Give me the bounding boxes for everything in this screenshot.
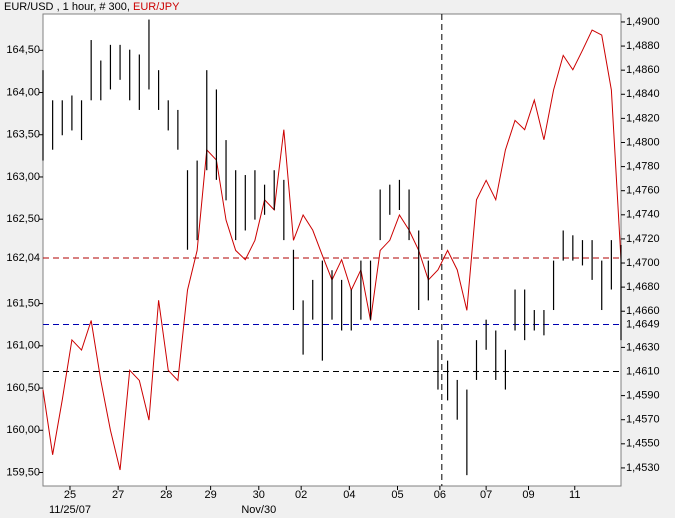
x-sublabel: Nov/30: [241, 504, 276, 516]
y2-tick-label: 1,4700: [626, 257, 660, 269]
x-tick-label: 30: [253, 489, 265, 501]
title-text: , 1 hour, # 300,: [54, 1, 134, 13]
reference-label-bg: [624, 365, 664, 378]
y2-tick-label: 1,4570: [626, 414, 660, 426]
y2-tick-label: 1,4760: [626, 185, 660, 197]
y2-tick-label: 1,4630: [626, 341, 660, 353]
x-tick-label: 07: [480, 489, 492, 501]
y-tick-label: 159,50: [6, 466, 40, 478]
x-tick-label: 25: [64, 489, 76, 501]
chart-title: EUR/USD , 1 hour, # 300, EUR/JPY: [4, 1, 180, 13]
y2-tick-label: 1,4550: [626, 438, 660, 450]
y2-tick-label: 1,4530: [626, 462, 660, 474]
y-tick-label: 163,50: [6, 129, 40, 141]
y-tick-label: 161,00: [6, 340, 40, 352]
reference-label-bg: [624, 318, 664, 331]
series-name: EUR/USD: [4, 1, 54, 13]
y2-tick-label: 1,4780: [626, 160, 660, 172]
y-tick-label: 160,00: [6, 424, 40, 436]
x-tick-label: 27: [112, 489, 124, 501]
y-tick-label: 160,50: [6, 382, 40, 394]
y2-tick-label: 1,4680: [626, 281, 660, 293]
x-tick-label: 29: [204, 489, 216, 501]
x-tick-label: 06: [434, 489, 446, 501]
y2-tick-label: 1,4660: [626, 305, 660, 317]
y2-tick-label: 1,4800: [626, 136, 660, 148]
reference-label: 1,4610: [626, 365, 660, 377]
y-tick-label: 163,00: [6, 171, 40, 183]
y-tick-label: 162,50: [6, 213, 40, 225]
x-tick-label: 28: [160, 489, 172, 501]
y-tick-label: 164,00: [6, 86, 40, 98]
x-sublabel: 11/25/07: [49, 504, 91, 516]
x-tick-label: 04: [343, 489, 355, 501]
y2-tick-label: 1,4860: [626, 64, 660, 76]
legend-entry: EUR/JPY: [133, 1, 180, 13]
y2-tick-label: 1,4880: [626, 40, 660, 52]
y2-tick-label: 1,4720: [626, 233, 660, 245]
y2-tick-label: 1,4900: [626, 16, 660, 28]
y2-tick-label: 1,4820: [626, 112, 660, 124]
x-tick-label: 09: [522, 489, 534, 501]
reference-label-bg: [2, 252, 42, 265]
y-tick-label: 161,50: [6, 298, 40, 310]
reference-label: 1,4649: [626, 318, 660, 330]
y-tick-label: 164,50: [6, 44, 40, 56]
y2-tick-label: 1,4590: [626, 390, 660, 402]
reference-label: 162,04: [6, 252, 40, 264]
x-tick-label: 05: [391, 489, 403, 501]
x-tick-label: 02: [295, 489, 307, 501]
x-tick-label: 11: [569, 489, 580, 501]
y2-tick-label: 1,4840: [626, 88, 660, 100]
y2-tick-label: 1,4740: [626, 209, 660, 221]
